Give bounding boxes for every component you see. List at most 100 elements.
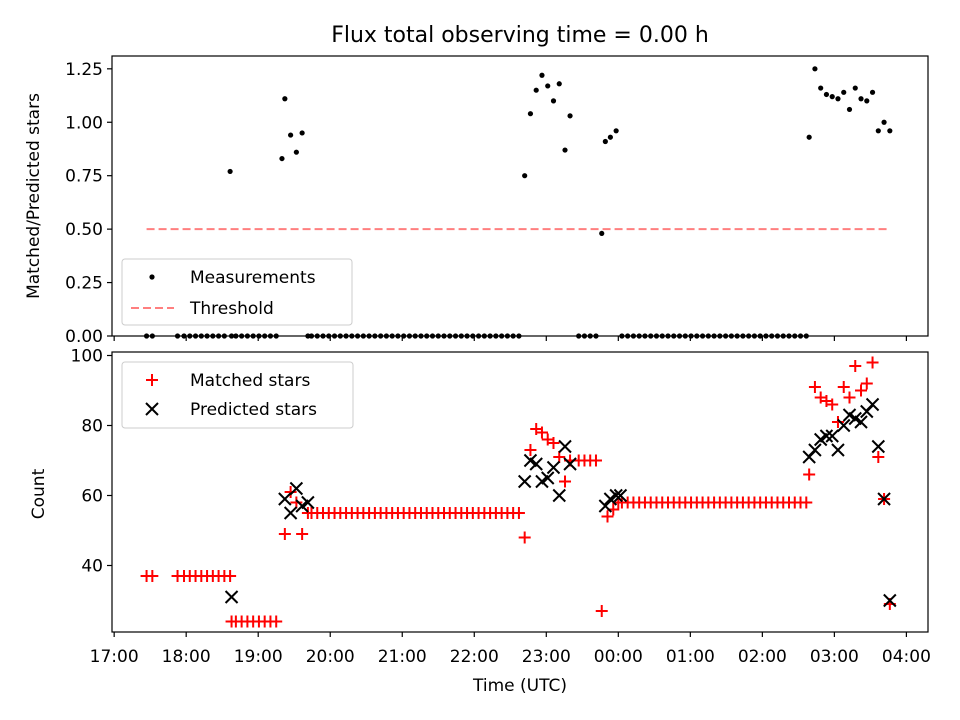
measurement-point <box>864 98 870 104</box>
predicted-star-point <box>283 506 298 520</box>
measurement-point <box>818 85 824 91</box>
predicted-star-point <box>289 481 304 496</box>
legend-measurements-label: Measurements <box>190 268 316 288</box>
measurement-point <box>279 155 285 162</box>
measurement-point <box>550 98 557 104</box>
measurement-point <box>293 149 299 155</box>
measurement-point <box>599 230 605 237</box>
bottom-x-tick-label: 03:00 <box>810 647 859 667</box>
legend-predicted-marker <box>145 402 159 416</box>
matched-star-point <box>518 531 531 544</box>
bottom-y-ticks: 40 60 80 100 <box>71 347 112 577</box>
top-y-tick-label: 0.00 <box>65 327 103 347</box>
predicted-star-point <box>865 397 880 412</box>
measurement-point <box>823 91 830 98</box>
bottom-x-tick-label: 20:00 <box>306 647 355 667</box>
matched-star-point <box>278 528 291 540</box>
bottom-y-tick-label: 40 <box>81 557 103 577</box>
top-legend: Measurements Threshold <box>121 258 353 326</box>
matched-star-point <box>837 381 850 393</box>
matched-star-point <box>595 605 608 617</box>
matched-star-point <box>866 356 879 369</box>
predicted-star-point <box>278 492 292 506</box>
top-x-ticks <box>113 336 907 341</box>
predicted-star-point <box>837 418 851 433</box>
measurement-point <box>545 83 551 89</box>
measurement-point <box>806 134 812 140</box>
predicted-star-point <box>609 488 623 503</box>
predicted-star-point <box>871 439 886 454</box>
matched-star-point <box>146 570 159 582</box>
top-y-ticks: 0.00 0.25 0.50 0.75 1.00 1.25 <box>65 60 112 347</box>
measurement-point <box>607 134 613 140</box>
matched-star-point <box>849 360 862 372</box>
matched-star-point <box>535 426 548 439</box>
matched-star-point <box>512 507 525 519</box>
measurement-point <box>613 128 619 134</box>
top-panel: Flux total observing time = 0.00 h Match… <box>24 23 929 347</box>
measurement-point <box>556 81 562 87</box>
matched-star-point <box>808 381 821 393</box>
bottom-legend-box <box>121 361 354 429</box>
predicted-star-point <box>831 443 845 457</box>
predicted-star-point <box>541 471 555 485</box>
bottom-x-tick-label: 01:00 <box>666 647 715 667</box>
predicted-star-point <box>552 488 566 503</box>
matched-star-point <box>803 468 816 481</box>
predicted-star-point <box>301 495 315 510</box>
measurement-point <box>567 113 573 119</box>
measurement-point <box>527 111 534 117</box>
measurement-point <box>533 87 539 93</box>
chart-title: Flux total observing time = 0.00 h <box>331 23 709 48</box>
matched-star-point <box>831 416 844 428</box>
top-y-tick-label: 1.25 <box>65 60 103 80</box>
bottom-legend: Matched stars Predicted stars <box>121 361 354 429</box>
predicted-star-point <box>825 429 839 443</box>
matched-star-point <box>296 528 309 540</box>
predicted-star-point <box>558 439 572 454</box>
matched-star-point <box>270 615 283 628</box>
predicted-star-point <box>224 590 239 604</box>
measurement-point <box>875 128 881 134</box>
bottom-x-tick-label: 21:00 <box>378 647 427 667</box>
legend-threshold-label: Threshold <box>189 299 274 319</box>
measurement-point <box>858 96 864 102</box>
top-y-tick-label: 0.75 <box>65 167 103 187</box>
measurement-point <box>869 89 876 95</box>
predicted-star-point <box>598 499 613 513</box>
bottom-x-tick-label: 18:00 <box>162 647 211 667</box>
bottom-x-tick-label: 19:00 <box>234 647 283 667</box>
matched-star-point <box>601 510 614 523</box>
measurement-point <box>812 66 818 72</box>
measurement-point <box>299 130 305 136</box>
measurement-point <box>282 96 288 102</box>
predicted-star-point <box>529 457 543 471</box>
predicted-star-point <box>819 429 834 443</box>
top-axes-frame <box>111 55 929 337</box>
bottom-axes-frame <box>111 351 929 633</box>
bottom-y-tick-label: 80 <box>81 417 103 437</box>
measurement-point <box>562 147 568 153</box>
matched-star-point <box>589 454 602 467</box>
measurement-point <box>852 85 858 91</box>
x-axis-label: Time (UTC) <box>472 676 567 696</box>
top-y-tick-label: 1.00 <box>65 113 103 133</box>
measurement-point <box>227 168 233 175</box>
bottom-y-tick-label: 100 <box>71 347 103 367</box>
measurement-point <box>602 138 608 145</box>
predicted-star-point <box>877 492 891 506</box>
matched-star-point <box>547 437 560 449</box>
predicted-star-point <box>546 460 561 475</box>
bottom-panel: Count Time (UTC) 40 60 80 100 17:00 18:00 19:… <box>29 347 931 697</box>
measurement-point <box>829 94 835 100</box>
top-plot-marks <box>143 66 893 339</box>
measurement-point <box>522 173 528 179</box>
measurement-point <box>835 96 841 102</box>
matched-star-point <box>553 451 566 463</box>
matched-star-point <box>860 377 873 390</box>
predicted-star-point <box>808 443 822 457</box>
legend-measurements-marker <box>149 274 155 280</box>
legend-matched-label: Matched stars <box>190 371 310 391</box>
bottom-y-tick-label: 60 <box>81 487 103 507</box>
legend-matched-marker <box>146 374 158 386</box>
